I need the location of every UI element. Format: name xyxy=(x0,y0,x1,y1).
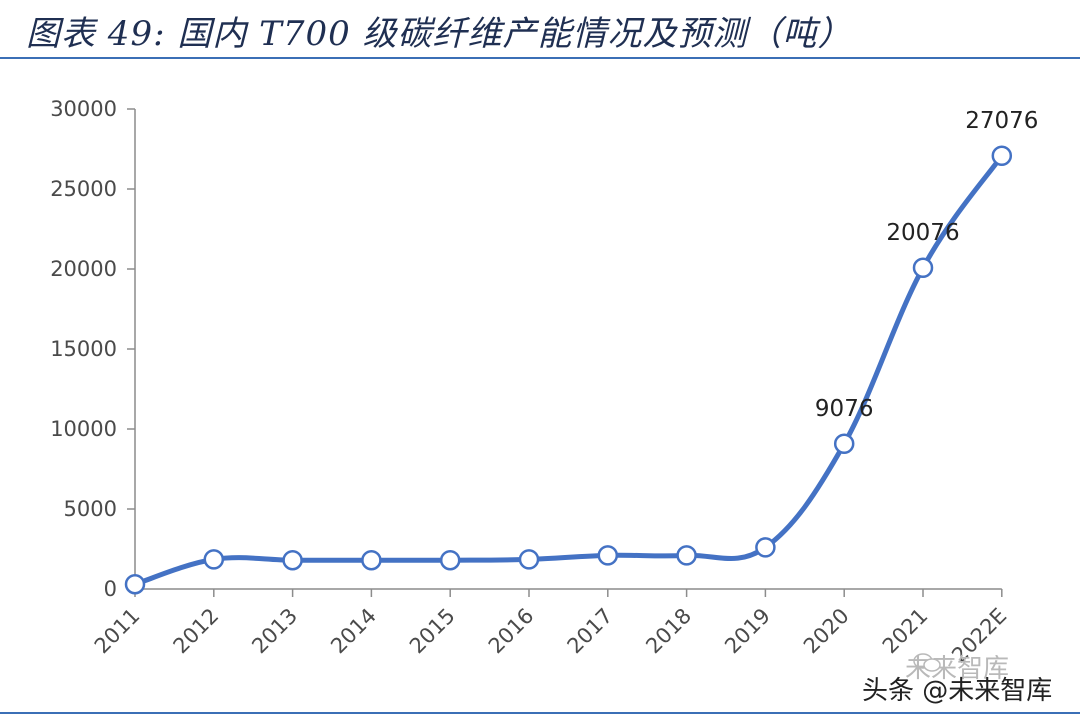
data-point-marker xyxy=(912,257,934,279)
data-point-marker xyxy=(597,545,619,566)
x-tick-label: 2018 xyxy=(641,604,696,659)
y-tick-label: 15000 xyxy=(50,337,117,361)
data-point-marker xyxy=(833,433,855,455)
watermark-text: 头条 @未来智库 xyxy=(862,676,1053,706)
data-point-marker xyxy=(518,549,540,570)
series-line xyxy=(132,153,1005,587)
x-tick-label: 2011 xyxy=(90,604,145,659)
x-tick-label: 2015 xyxy=(405,604,460,659)
data-point-marker xyxy=(676,545,697,566)
top-rule xyxy=(0,57,1080,59)
y-tick-label: 20000 xyxy=(50,257,117,281)
data-point-marker xyxy=(439,549,461,571)
x-tick-label: 2012 xyxy=(169,604,224,659)
x-tick-label: 2019 xyxy=(720,604,775,659)
data-labels: 9076 20076 27076 xyxy=(815,108,1038,422)
series-markers xyxy=(124,145,1013,595)
y-tick-label: 0 xyxy=(104,577,117,601)
y-tick-label: 10000 xyxy=(50,417,117,441)
x-tick-label: 2016 xyxy=(484,604,539,659)
data-label: 9076 xyxy=(815,396,874,422)
series-line-path xyxy=(132,153,1005,587)
data-point-marker xyxy=(203,549,225,570)
bottom-rule xyxy=(0,712,1080,714)
x-tick-label: 2020 xyxy=(799,604,854,659)
data-point-marker xyxy=(124,573,146,595)
wechat-logo-icon xyxy=(913,653,941,672)
data-point-marker xyxy=(282,549,303,571)
data-label: 20076 xyxy=(886,220,959,246)
data-point-marker xyxy=(755,537,776,558)
x-axis: 2011 2012 2013 2014 2015 2016 2017 2018 2019 2020… xyxy=(90,588,1011,668)
x-tick-label: 2014 xyxy=(326,604,381,659)
data-point-marker xyxy=(361,549,382,571)
y-tick-label: 5000 xyxy=(64,497,117,521)
watermark-ghost-text: 未来智库 xyxy=(905,654,1010,684)
data-point-marker xyxy=(991,145,1013,167)
x-tick-label: 2013 xyxy=(247,604,302,659)
y-tick-label: 30000 xyxy=(50,97,117,121)
data-label: 27076 xyxy=(965,108,1038,134)
x-tick-label: 2017 xyxy=(563,604,618,659)
y-tick-label: 25000 xyxy=(50,177,117,201)
chart-title: 图表 49: 国内 T700 级碳纤维产能情况及预测（吨） xyxy=(26,14,853,54)
y-axis: 0 5000 10000 15000 20000 25000 30000 xyxy=(50,97,136,601)
